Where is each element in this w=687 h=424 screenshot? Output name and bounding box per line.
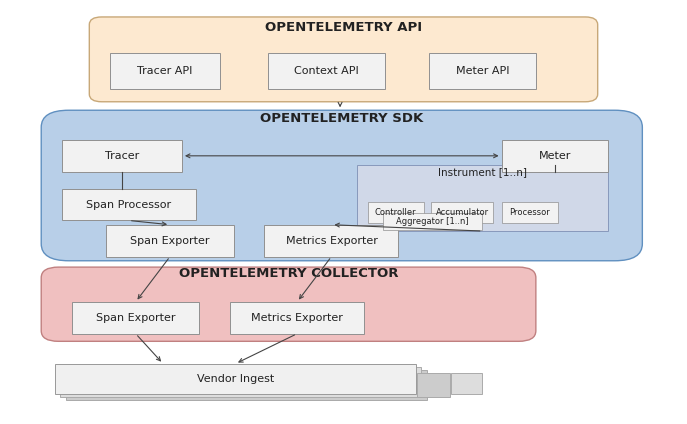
Text: Context API: Context API [294,66,359,76]
FancyBboxPatch shape [89,17,598,102]
Text: Span Exporter: Span Exporter [131,236,210,245]
Text: Tracer: Tracer [105,151,139,161]
Text: Meter API: Meter API [456,66,509,76]
Bar [106,225,234,257]
Text: Aggregator [1..n]: Aggregator [1..n] [396,217,469,226]
FancyBboxPatch shape [41,110,642,261]
Bar [451,373,482,394]
Text: Span Exporter: Span Exporter [96,313,175,323]
Bar [66,370,427,400]
Text: OPENTELEMETRY API: OPENTELEMETRY API [265,21,422,34]
Text: OPENTELEMETRY SDK: OPENTELEMETRY SDK [260,112,423,125]
Text: Processor: Processor [509,208,550,217]
Text: Span Processor: Span Processor [87,200,171,209]
Text: Controller: Controller [375,208,416,217]
Bar [502,140,608,172]
Text: Tracer API: Tracer API [137,66,192,76]
Bar [230,302,364,334]
Bar [429,53,536,89]
Bar [60,367,421,397]
FancyBboxPatch shape [41,267,536,341]
Bar [357,165,608,231]
Bar [368,202,424,223]
Text: Vendor Ingest: Vendor Ingest [196,374,274,384]
Bar [417,373,450,397]
Text: Meter: Meter [539,151,571,161]
Text: Metrics Exporter: Metrics Exporter [286,236,377,245]
Bar [72,302,199,334]
Bar [264,225,398,257]
Bar [268,53,385,89]
Text: OPENTELEMETRY COLLECTOR: OPENTELEMETRY COLLECTOR [179,267,398,280]
Text: Accumulator: Accumulator [436,208,489,217]
Bar [110,53,220,89]
Bar [55,364,416,394]
Text: Instrument [1..n]: Instrument [1..n] [438,167,527,178]
Bar [62,140,182,172]
Bar [383,213,482,230]
Bar [431,202,493,223]
Bar [62,189,196,220]
Bar [502,202,558,223]
Text: Metrics Exporter: Metrics Exporter [251,313,343,323]
